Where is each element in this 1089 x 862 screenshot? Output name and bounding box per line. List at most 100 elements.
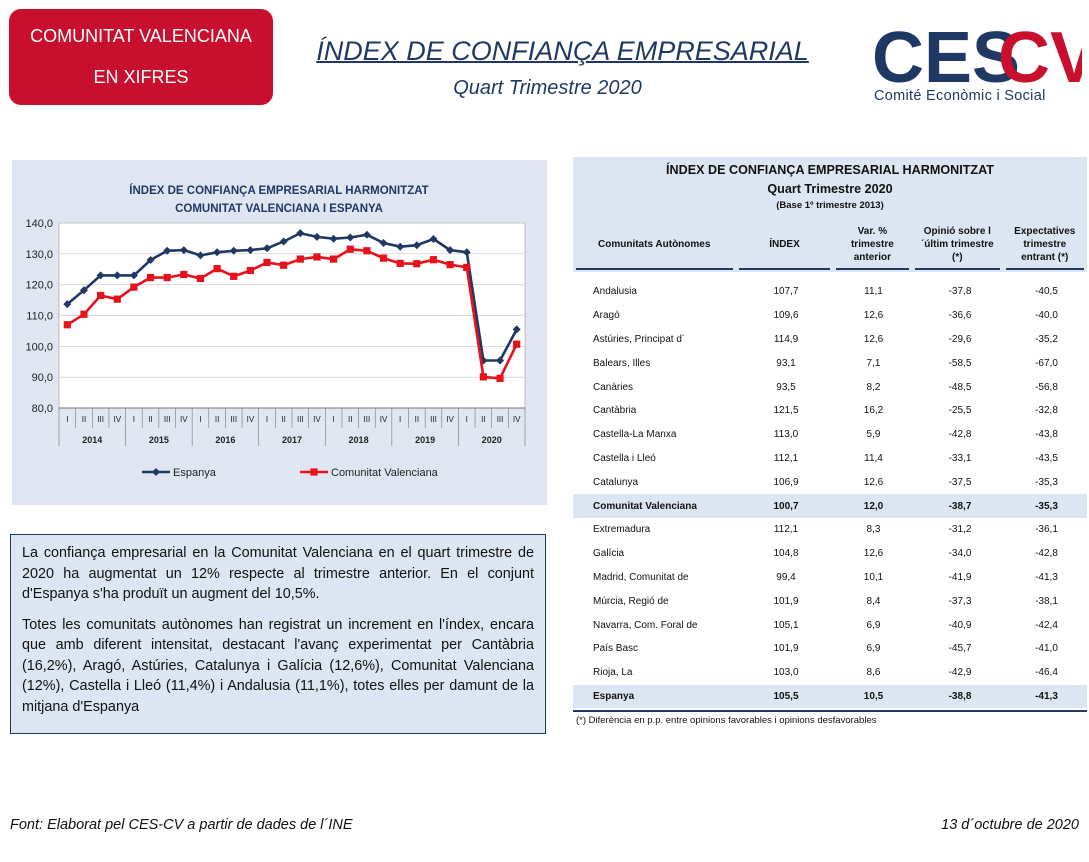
cell-opinion: -25,5 <box>948 405 972 417</box>
y-tick-label: 80,0 <box>32 403 53 415</box>
cell-expect: -36,1 <box>1035 524 1058 536</box>
data-point-comunitat-valenciana <box>213 265 221 273</box>
data-point-comunitat-valenciana <box>513 340 521 348</box>
cell-name: Canàries <box>593 381 634 393</box>
cell-opinion: -42,8 <box>948 429 972 441</box>
badge-line-2: EN XIFRES <box>93 67 189 87</box>
cescv-logo: CES CV Comité Econòmic i Social <box>872 18 1089 110</box>
cell-index: 112,1 <box>773 452 799 464</box>
data-point-comunitat-valenciana <box>479 373 487 381</box>
cell-expect: -40,5 <box>1035 286 1058 298</box>
x-tick-label: II <box>348 415 352 424</box>
data-point-comunitat-valenciana <box>246 266 254 275</box>
cell-var: 6,9 <box>866 619 881 631</box>
data-point-espanya <box>246 246 255 255</box>
logo-text-ces: CES <box>872 20 1020 90</box>
data-point-espanya <box>512 325 521 334</box>
data-point-espanya <box>346 233 355 242</box>
cell-index: 109,6 <box>773 310 799 322</box>
data-point-espanya <box>462 248 471 257</box>
data-table: ÍNDEX DE CONFIANÇA EMPRESARIAL HARMONITZ… <box>573 157 1087 726</box>
data-point-comunitat-valenciana <box>263 258 271 267</box>
cell-opinion: -36,6 <box>948 310 972 322</box>
table-row: Aragó 109,6 12,6 -36,6 -40,0 <box>573 304 1087 328</box>
data-point-comunitat-valenciana <box>463 263 471 271</box>
table-body: Andalusia 107,7 11,1 -37,8 -40,5 Aragó 109,6 12… <box>573 280 1087 709</box>
cell-var: 16,2 <box>863 405 884 417</box>
table-footnote: (*) Diferència en p.p. entre opinions fa… <box>576 715 877 727</box>
col-header-name: Comunitats Autònomes <box>576 220 734 270</box>
table-row: Castella i Lleó 112,1 11,4 -33,1 -43,5 <box>573 447 1087 471</box>
data-point-espanya <box>96 271 105 280</box>
table-row: Rioja, La 103,0 8,6 -42,9 -46,4 <box>573 661 1087 685</box>
x-year-label: 2015 <box>149 435 169 445</box>
data-point-comunitat-valenciana <box>163 273 171 282</box>
cell-expect: -35,2 <box>1035 333 1058 345</box>
data-point-espanya <box>329 234 338 243</box>
y-tick-label: 90,0 <box>32 372 53 384</box>
cell-index: 101,9 <box>773 643 799 655</box>
x-tick-label: IV <box>180 415 188 424</box>
table-row: Comunitat Valenciana 100,7 12,0 -38,7 -35,3 <box>573 494 1087 518</box>
cell-expect: -42,4 <box>1035 619 1058 631</box>
x-year-label: 2016 <box>215 435 235 445</box>
badge-line-1: COMUNITAT VALENCIANA <box>30 26 252 46</box>
data-point-comunitat-valenciana <box>296 255 304 263</box>
cell-name: Galícia <box>593 548 625 560</box>
cell-opinion: -58,5 <box>948 357 972 369</box>
table-header-block: ÍNDEX DE CONFIANÇA EMPRESARIAL HARMONITZ… <box>573 157 1087 220</box>
cell-opinion: -37,5 <box>948 476 972 488</box>
region-badge: COMUNITAT VALENCIANA EN XIFRES <box>9 9 273 105</box>
data-point-comunitat-valenciana <box>80 310 88 318</box>
y-tick-label: 100,0 <box>25 341 53 353</box>
cell-opinion: -48,5 <box>948 381 972 393</box>
cell-name: Madrid, Comunitat de <box>593 571 689 583</box>
data-point-espanya <box>446 246 455 255</box>
cell-name: Balears, Illes <box>593 357 651 369</box>
table-row: Navarra, Com. Foral de 105,1 6,9 -40,9 -42,4 <box>573 613 1087 637</box>
data-point-comunitat-valenciana <box>113 295 121 303</box>
table-bottom-rule <box>573 710 1087 715</box>
data-point-comunitat-valenciana <box>313 253 321 261</box>
x-tick-label: III <box>497 415 504 424</box>
cell-expect: -43,8 <box>1035 429 1058 441</box>
cell-var: 12,6 <box>863 333 884 345</box>
x-tick-label: IV <box>513 415 521 424</box>
data-point-espanya <box>296 229 305 238</box>
x-tick-label: IV <box>313 415 321 424</box>
cell-opinion: -37,3 <box>948 595 972 607</box>
legend-marker-comunitat-valenciana <box>310 468 318 476</box>
y-tick-label: 130,0 <box>25 249 53 261</box>
cell-opinion: -33,1 <box>948 452 972 464</box>
cell-expect: -40,0 <box>1035 310 1058 322</box>
cell-var: 11,1 <box>864 286 883 298</box>
logo-text-cv: CV <box>998 20 1082 90</box>
page-subtitle: Quart Trimestre 2020 <box>453 77 642 99</box>
cell-opinion: -45,7 <box>948 643 972 655</box>
cell-var: 11,4 <box>864 452 883 464</box>
cell-expect: -46,4 <box>1035 667 1058 679</box>
cell-expect: -67,0 <box>1035 357 1058 369</box>
cell-index: 93,5 <box>776 381 796 393</box>
cell-expect: -32,8 <box>1035 405 1058 417</box>
line-chart: ÍNDEX DE CONFIANÇA EMPRESARIAL HARMONITZ… <box>25 184 526 479</box>
x-tick-label: II <box>148 415 152 424</box>
x-year-label: 2018 <box>349 435 369 445</box>
chart-title: ÍNDEX DE CONFIANÇA EMPRESARIAL HARMONITZ… <box>129 184 428 197</box>
cell-expect: -35,3 <box>1035 500 1058 512</box>
data-point-comunitat-valenciana <box>230 272 238 280</box>
logo-subtitle: Comité Econòmic i Social <box>874 88 1046 104</box>
cell-index: 121,5 <box>773 405 799 417</box>
table-row: Castella-La Manxa 113,0 5,9 -42,8 -43,8 <box>573 423 1087 447</box>
cell-var: 12,6 <box>863 476 884 488</box>
col-header-index: ÍNDEX <box>739 220 830 270</box>
table-row: Madrid, Comunitat de 99,4 10,1 -41,9 -41,3 <box>573 566 1087 590</box>
data-point-espanya <box>396 242 405 251</box>
data-point-espanya <box>496 356 505 365</box>
table-base: (Base 1º trimestre 2013) <box>776 200 884 211</box>
cell-expect: -41,3 <box>1035 690 1058 702</box>
data-point-espanya <box>79 286 88 295</box>
data-point-espanya <box>213 248 222 257</box>
cell-expect: -38,1 <box>1035 595 1058 607</box>
cell-var: 7,1 <box>866 357 881 369</box>
